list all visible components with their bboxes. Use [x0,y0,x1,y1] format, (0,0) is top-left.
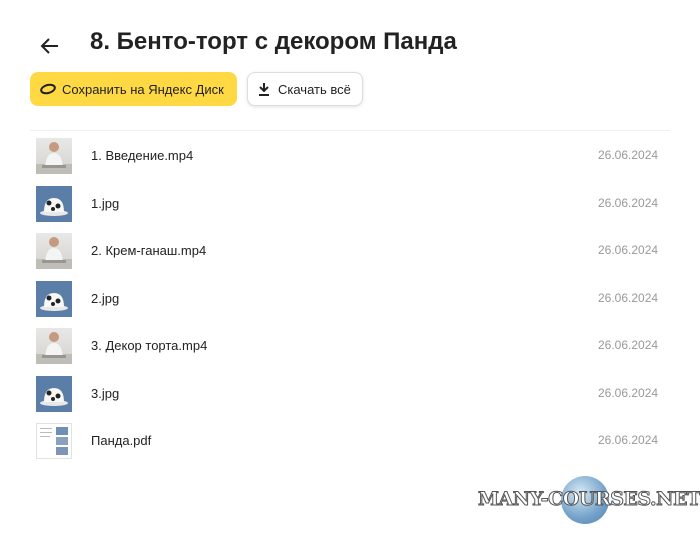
file-date: 26.06.2024 [598,433,659,447]
save-button[interactable]: Сохранить на Яндекс Диск [30,72,237,106]
file-name: 3. Декор торта.mp4 [91,338,208,353]
file-date: 26.06.2024 [598,338,659,352]
download-icon [259,83,269,96]
file-name: 2.jpg [91,290,120,306]
disk-icon [40,83,56,95]
file-row[interactable]: 1.jpg 26.06.2024 [30,185,670,222]
thumbnail [36,233,72,269]
file-date: 26.06.2024 [598,195,659,210]
file-name: Панда.pdf [91,433,152,448]
file-name: 2. Крем-ганаш.mp4 [91,243,207,258]
download-button[interactable]: Скачать всё [247,72,363,106]
watermark: MANY-COURSES.NET [478,488,700,511]
thumbnail [36,375,72,412]
thumbnail [36,423,72,459]
file-row[interactable]: 3.jpg 26.06.2024 [30,375,670,412]
file-row[interactable]: 2.jpg 26.06.2024 [30,280,670,317]
file-date: 26.06.2024 [598,243,659,257]
thumbnail [36,280,72,317]
file-row[interactable]: 2. Крем-ганаш.mp4 26.06.2024 [30,233,670,269]
file-name: 1. Введение.mp4 [91,148,194,163]
thumbnail [36,138,72,174]
divider [30,130,670,131]
save-label: Сохранить на Яндекс Диск [62,81,224,97]
file-row[interactable]: 3. Декор торта.mp4 26.06.2024 [30,328,670,364]
thumbnail [36,328,72,364]
back-button[interactable] [38,36,62,56]
file-date: 26.06.2024 [598,385,659,400]
file-date: 26.06.2024 [598,290,659,305]
title: 8. Бенто-торт с декором Панда [90,28,457,55]
file-date: 26.06.2024 [598,148,659,162]
watermark-globe [561,476,609,524]
thumbnail [36,185,72,222]
file-name: 1.jpg [91,195,120,211]
file-name: 3.jpg [91,385,120,401]
file-row[interactable]: 1. Введение.mp4 26.06.2024 [30,138,670,174]
download-label: Скачать всё [278,81,351,97]
file-row[interactable]: Панда.pdf 26.06.2024 [30,423,670,459]
